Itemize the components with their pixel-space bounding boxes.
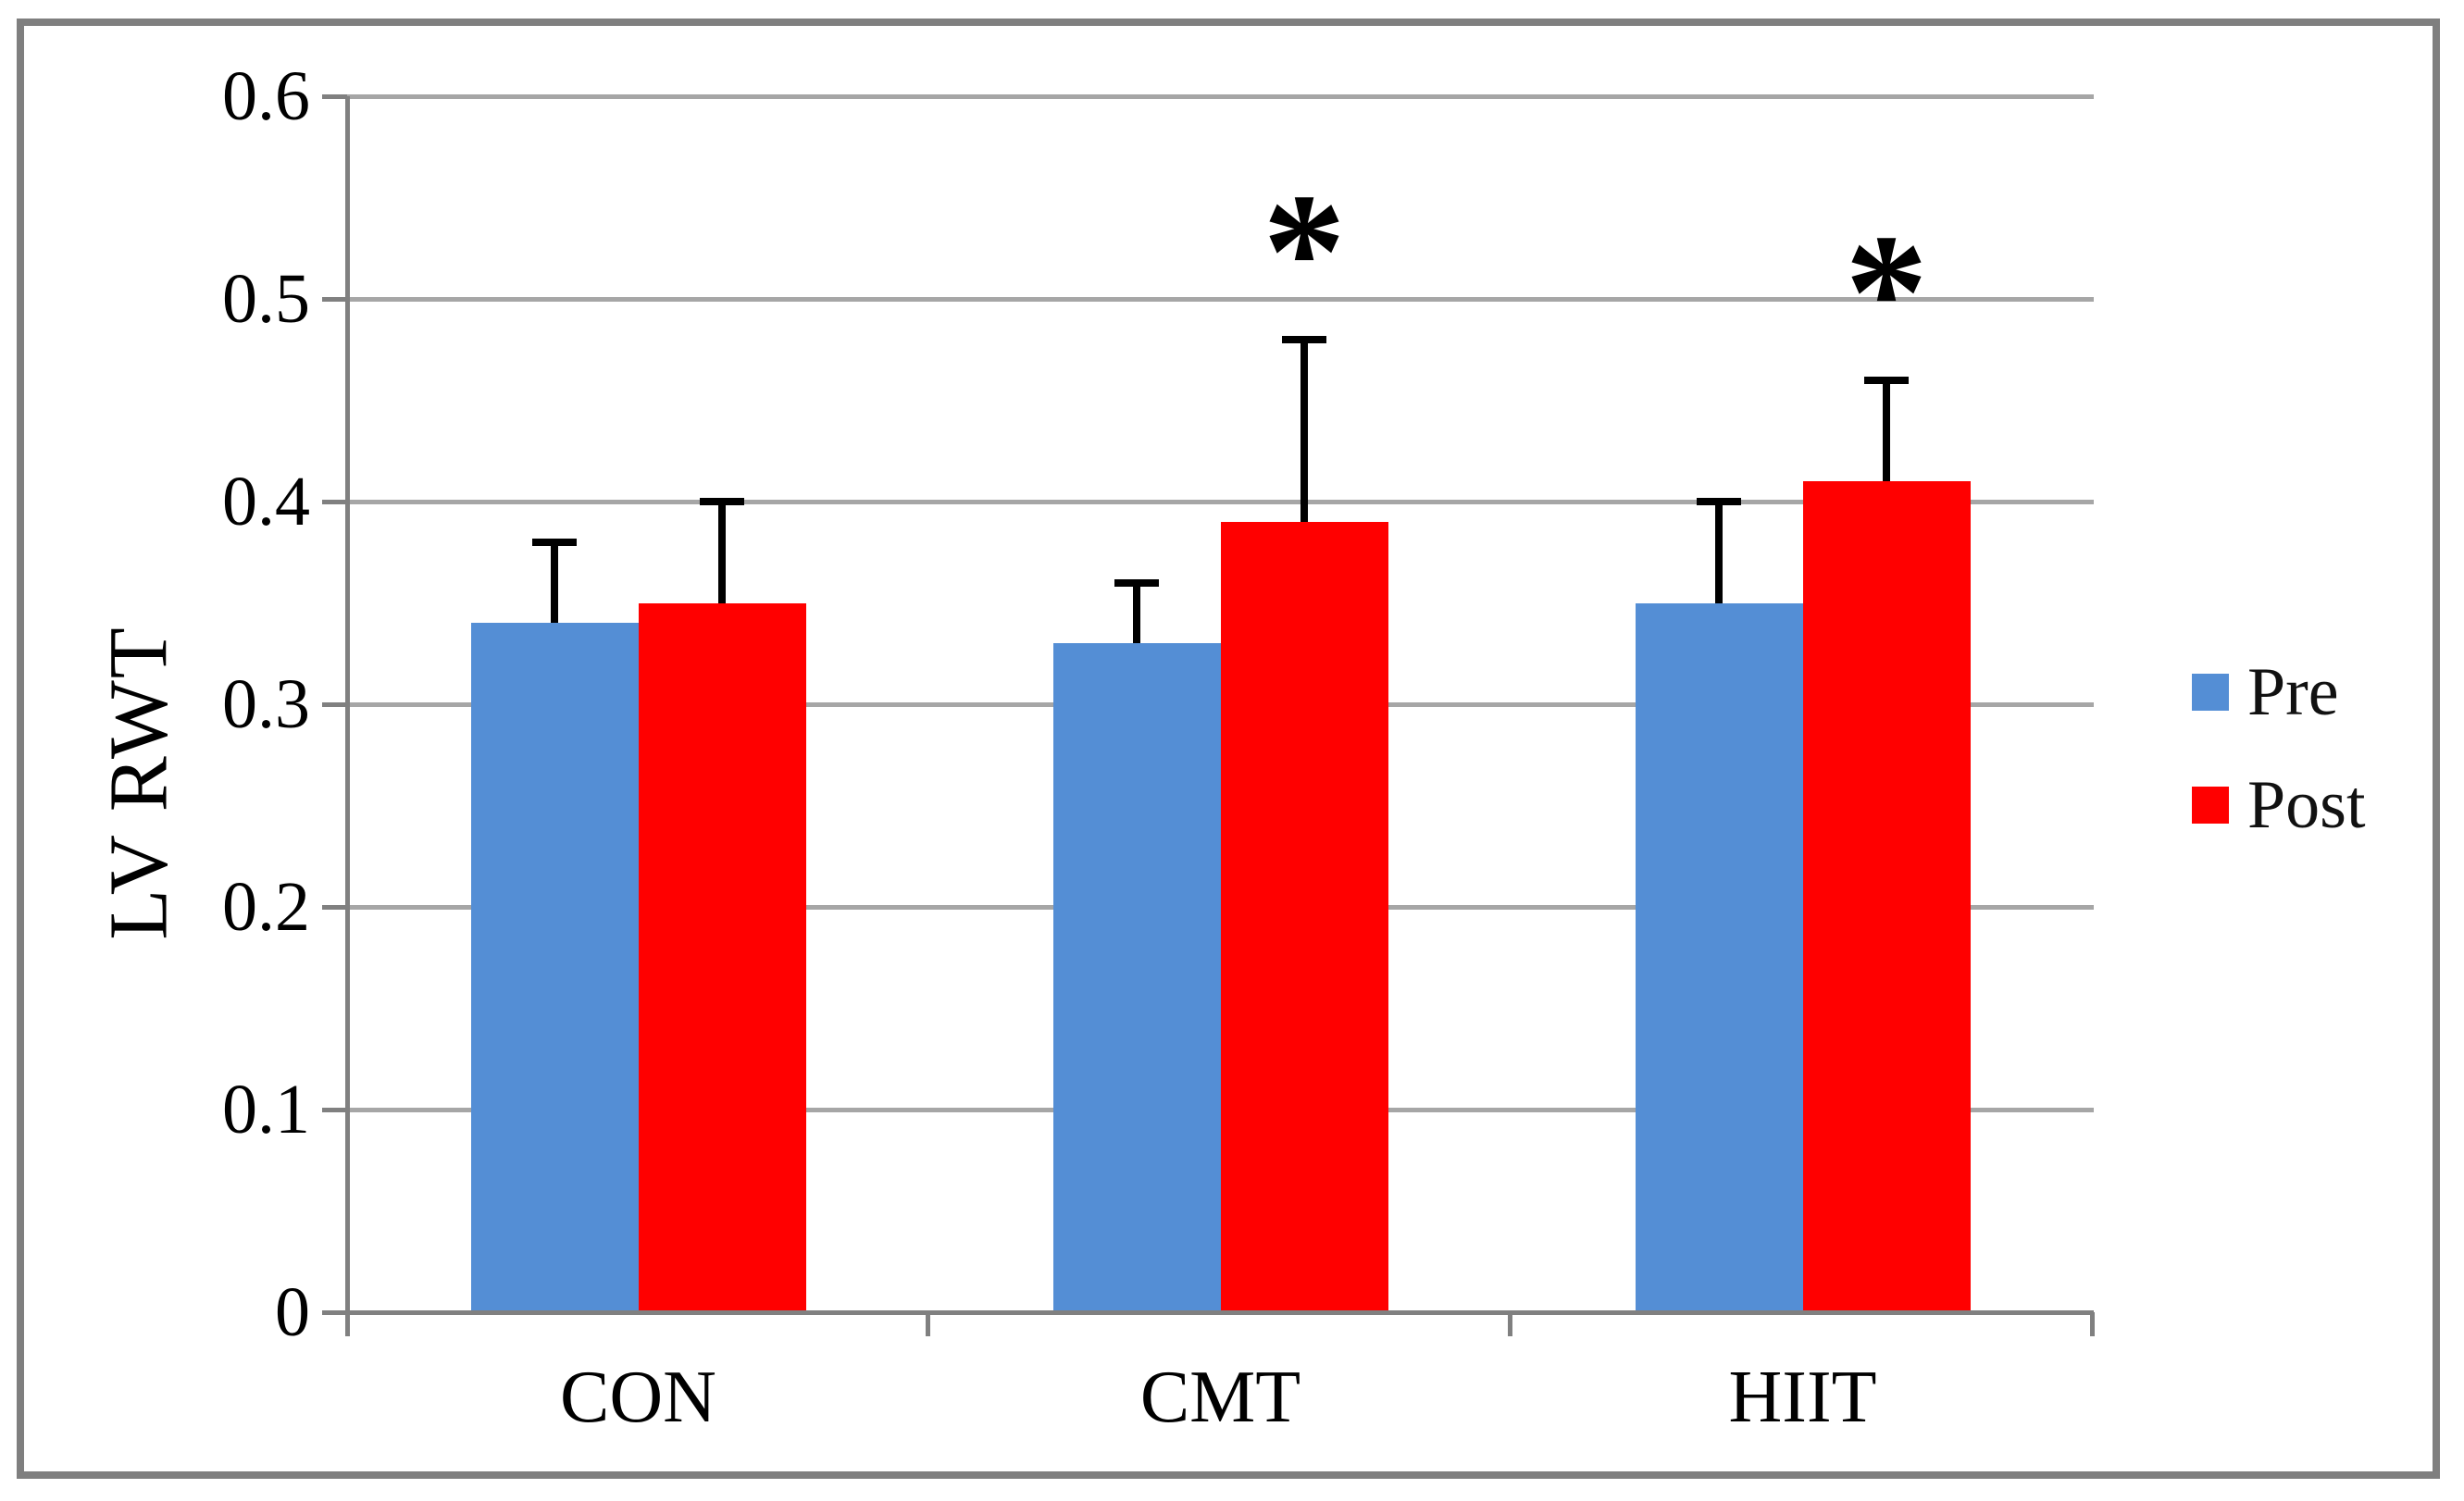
error-bar-cap — [1697, 498, 1741, 505]
gridline — [347, 297, 2094, 302]
legend-swatch-post — [2192, 787, 2229, 824]
bar-hiit-pre — [1635, 602, 1803, 1312]
error-bar-con-post — [718, 502, 726, 603]
y-axis-tick — [322, 1108, 347, 1112]
y-axis-tick — [322, 94, 347, 99]
x-category-label: CMT — [1139, 1357, 1301, 1438]
y-tick-label: 0.6 — [222, 57, 310, 135]
x-category-label: CON — [560, 1357, 716, 1438]
error-bar-hiit-pre — [1715, 502, 1723, 603]
error-bar-cap — [532, 538, 577, 546]
legend-label-pre: Pre — [2247, 653, 2339, 730]
legend-item-post: Post — [2192, 761, 2366, 850]
legend: Pre Post — [2192, 648, 2366, 874]
y-tick-label: 0.5 — [222, 260, 310, 338]
y-axis-tick — [322, 500, 347, 504]
y-axis-tick — [322, 297, 347, 302]
x-category-label: HIIT — [1728, 1357, 1877, 1438]
error-bar-cap — [700, 498, 744, 505]
bar-hiit-post — [1802, 481, 1971, 1312]
error-bar-cap — [1282, 335, 1326, 343]
legend-label-post: Post — [2247, 766, 2366, 843]
y-tick-label: 0 — [275, 1273, 310, 1351]
y-tick-label: 0.4 — [222, 463, 310, 540]
error-bar-cap — [1864, 376, 1909, 384]
y-axis-line — [345, 96, 350, 1336]
error-bar-cmt-pre — [1133, 582, 1140, 644]
y-tick-label: 0.2 — [222, 868, 310, 946]
legend-swatch-pre — [2192, 674, 2229, 711]
error-bar-cap — [1114, 578, 1159, 587]
bar-con-pre — [470, 623, 639, 1312]
y-tick-label: 0.1 — [222, 1071, 310, 1148]
bar-cmt-post — [1220, 521, 1388, 1312]
x-axis-line — [322, 1310, 2094, 1315]
gridline — [347, 94, 2094, 99]
y-axis-tick — [322, 702, 347, 707]
bar-cmt-pre — [1052, 643, 1221, 1312]
x-axis-tick — [1508, 1312, 1512, 1336]
error-bar-con-pre — [551, 541, 558, 624]
significance-asterisk-hiit: * — [1845, 199, 1928, 384]
error-bar-hiit-post — [1883, 379, 1890, 482]
bar-con-post — [638, 602, 806, 1312]
y-tick-label: 0.3 — [222, 665, 310, 743]
gridline — [347, 500, 2094, 504]
x-axis-tick — [2090, 1312, 2095, 1336]
y-axis-tick — [322, 905, 347, 910]
legend-item-pre: Pre — [2192, 648, 2366, 737]
x-axis-tick — [926, 1312, 930, 1336]
significance-asterisk-cmt: * — [1263, 158, 1346, 343]
error-bar-cmt-post — [1300, 339, 1308, 522]
